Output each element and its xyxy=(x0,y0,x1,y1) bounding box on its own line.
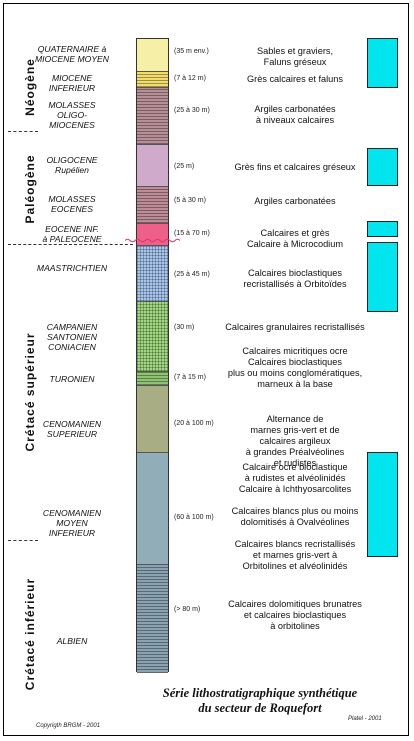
author-label: Platel - 2001 xyxy=(348,716,382,722)
lithology-description: Calcaires micritiques ocre Calcaires bio… xyxy=(227,346,363,389)
reservoir-marker xyxy=(367,38,398,88)
lithology-description: Calcaires dolomitiques brunatres et calc… xyxy=(228,599,362,631)
copyright-label: Copyrigth BRGM - 2001 xyxy=(36,723,101,729)
layer-quaternaire xyxy=(137,39,168,72)
stage-label: MOLASSES OLIGO- MIOCENES xyxy=(48,100,96,130)
thickness-label: (> 80 m) xyxy=(174,606,201,613)
layer-albien xyxy=(137,565,168,673)
layer-campanien xyxy=(137,302,168,372)
era-divider xyxy=(8,244,133,245)
layer-molasses-oligo-miocenes xyxy=(137,88,168,145)
reservoir-marker xyxy=(367,452,398,557)
thickness-label: (7 à 15 m) xyxy=(174,374,206,381)
thickness-label: (25 à 45 m) xyxy=(174,271,210,278)
thickness-label: (30 m) xyxy=(174,324,195,331)
figure-frame xyxy=(3,3,409,736)
layer-maastrichtien xyxy=(137,246,168,302)
reservoir-marker xyxy=(367,242,398,312)
thickness-label: (7 à 12 m) xyxy=(174,75,206,82)
lithology-description: Calcaires granulaires recristallisés xyxy=(225,322,365,332)
lithology-description: Argiles carbonatées à niveaux calcaires xyxy=(254,104,336,125)
thickness-label: (15 à 70 m) xyxy=(174,230,210,237)
thickness-label: (5 à 30 m) xyxy=(174,197,206,204)
stratigraphic-column xyxy=(136,38,169,673)
lithology-description: Alternance de marnes gris-vert et de cal… xyxy=(245,414,345,468)
stage-label: MAASTRICHTIEN xyxy=(36,263,108,273)
stage-label: CENOMANIEN MOYEN INFERIEUR xyxy=(42,508,102,538)
lithology-description: Argiles carbonatées xyxy=(254,196,336,206)
layer-molasses-eocenes xyxy=(137,187,168,224)
layer-miocene-inferieur xyxy=(137,72,168,88)
stage-label: CENOMANIEN SUPERIEUR xyxy=(42,419,102,439)
thickness-label: (25 à 30 m) xyxy=(174,107,210,114)
stage-label: QUATERNAIRE à MIOCENE MOYEN xyxy=(34,44,109,64)
lithology-description: Calcaire ocre bioclastique à rudistes et… xyxy=(231,462,359,571)
layer-turonien xyxy=(137,372,168,386)
stage-label: OLIGOCENE Rupélien xyxy=(46,155,98,175)
thickness-label: (25 m) xyxy=(174,163,195,170)
era-divider xyxy=(8,540,38,541)
lithology-description: Calcaires et grès Calcaire à Microcodium xyxy=(247,228,343,249)
thickness-label: (35 m env.) xyxy=(174,48,209,55)
thickness-label: (60 à 100 m) xyxy=(174,514,214,521)
layer-oligocene xyxy=(137,145,168,187)
lithology-description: Sables et graviers, Faluns gréseux xyxy=(256,46,334,67)
reservoir-marker xyxy=(367,148,398,186)
era-label-cretace-inferieur: Crétacé inférieur xyxy=(23,577,37,691)
era-divider xyxy=(8,131,38,132)
lithology-description: Grès fins et calcaires gréseux xyxy=(234,162,356,172)
thickness-label: (20 à 100 m) xyxy=(174,420,214,427)
layer-cenomanien-moyen xyxy=(137,453,168,565)
stage-label: MIOCENE INFERIEUR xyxy=(48,73,96,93)
stage-label: TURONIEN xyxy=(49,374,95,384)
lithology-description: Grès calcaires et faluns xyxy=(247,74,343,84)
layer-cenomanien-superieur xyxy=(137,386,168,453)
reservoir-marker xyxy=(367,221,398,237)
figure-title: Série lithostratigraphique synthétique d… xyxy=(162,686,358,715)
unconformity-line xyxy=(125,238,180,243)
stage-label: ALBIEN xyxy=(56,636,88,646)
stage-label: CAMPANIEN SANTONIEN CONIACIEN xyxy=(46,322,98,352)
stage-label: MOLASSES EOCENES xyxy=(48,194,96,214)
lithology-description: Calcaires bioclastiques recristallisés à… xyxy=(243,268,347,289)
stage-label: EOCENE INF. à PALEOCENE xyxy=(42,224,102,244)
